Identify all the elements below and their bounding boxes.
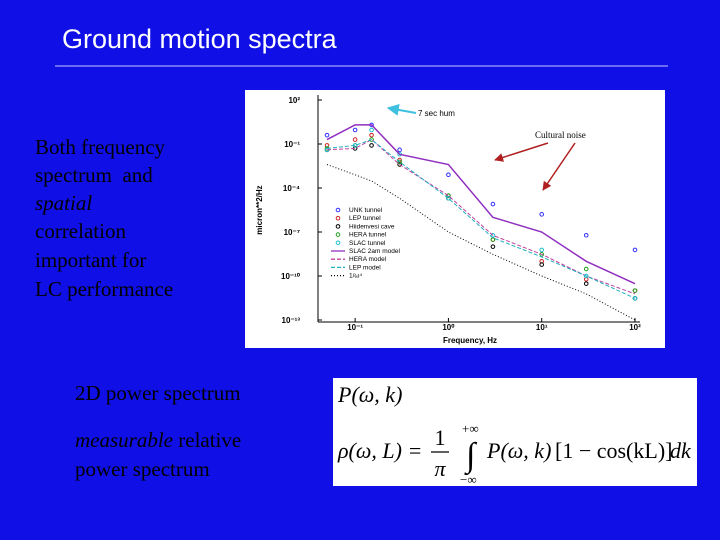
data-point xyxy=(490,201,496,207)
integral: ∫ xyxy=(464,437,478,476)
slide-title: Ground motion spectra xyxy=(62,24,338,54)
data-point xyxy=(446,193,451,198)
legend-marker xyxy=(335,232,341,237)
formula-box xyxy=(333,378,697,486)
data-point xyxy=(369,127,374,133)
integrand: P(ω, k) xyxy=(486,438,551,463)
text-line: power spectrum xyxy=(75,457,210,481)
data-point xyxy=(324,143,330,148)
data-point xyxy=(446,195,451,201)
data-point xyxy=(632,288,638,293)
legend-label: HERA model xyxy=(349,256,387,263)
differential: dk xyxy=(670,438,692,463)
data-point xyxy=(397,147,402,153)
left-text: Both frequency spectrum and spatial corr… xyxy=(35,135,173,301)
annotation-arrow xyxy=(542,142,576,191)
data-point xyxy=(397,162,402,167)
data-point xyxy=(490,244,496,249)
legend-label: SLAC tunnel xyxy=(349,240,386,247)
data-point xyxy=(583,266,589,272)
y-tick-label: 10⁻⁷ xyxy=(284,228,300,237)
italic-word: measurable xyxy=(75,428,173,452)
data-point xyxy=(369,132,374,138)
text-line: measurable relative xyxy=(75,428,241,452)
bottom-text: 2D power spectrum measurable relative po… xyxy=(75,381,241,481)
annotation-arrow xyxy=(386,103,417,116)
plot: Frequency, Hz micron**2/Hz 7 sec hum Cul… xyxy=(255,95,641,345)
data-point xyxy=(352,127,358,133)
text-line: Both frequency xyxy=(35,135,166,159)
legend-marker xyxy=(335,240,341,246)
series-line xyxy=(326,124,636,285)
data-point xyxy=(369,143,374,148)
x-tick-label: 10⁻¹ xyxy=(347,323,363,332)
data-point xyxy=(397,159,402,165)
x-tick-label: 10⁰ xyxy=(442,323,455,332)
data-point xyxy=(583,273,589,279)
x-axis-label: Frequency, Hz xyxy=(443,336,497,345)
upper-limit: +∞ xyxy=(462,421,479,436)
annotation: Cultural noise xyxy=(535,130,586,140)
legend-label: 1/ω⁴ xyxy=(349,273,362,280)
data-point xyxy=(490,232,496,238)
text-line: correlation xyxy=(35,219,126,243)
y-tick-label: 10⁻¹⁰ xyxy=(281,272,301,281)
y-tick-label: 10² xyxy=(288,96,300,105)
legend-marker xyxy=(335,224,341,229)
legend-label: UNK tunnel xyxy=(349,207,383,214)
legend-label: HERA tunnel xyxy=(349,232,387,239)
annotation: 7 sec hum xyxy=(418,109,455,118)
y-axis-label: micron**2/Hz xyxy=(255,185,264,234)
data-point xyxy=(583,232,589,238)
legend-label: Hiidenvesi cave xyxy=(349,223,395,230)
data-point xyxy=(539,247,545,253)
text-line: important for xyxy=(35,248,146,272)
data-point xyxy=(539,252,545,257)
annotation-arrow xyxy=(494,142,549,162)
bracket-term: [1 − cos(kL)] xyxy=(555,438,672,463)
data-point xyxy=(539,262,545,267)
data-point xyxy=(446,172,451,178)
y-tick-label: 10⁻¹ xyxy=(284,140,300,149)
y-tick-label: 10⁻⁴ xyxy=(283,184,300,193)
data-point xyxy=(583,281,589,286)
data-point xyxy=(539,212,545,217)
text-line: 2D power spectrum xyxy=(75,381,241,405)
frac-den: π xyxy=(434,456,446,481)
data-point xyxy=(632,296,638,301)
text-line: LC performance xyxy=(35,277,173,301)
text-line: spectrum and xyxy=(35,163,153,187)
figure-panel xyxy=(245,90,665,348)
text-line: spatial xyxy=(35,191,92,215)
legend-label: SLAC 2am model xyxy=(349,248,400,255)
frac-num: 1 xyxy=(435,425,446,450)
formula-lhs: ρ(ω, L) = xyxy=(337,438,422,463)
lower-limit: −∞ xyxy=(460,472,477,487)
data-point xyxy=(324,132,330,138)
x-tick-label: 10¹ xyxy=(536,323,548,332)
legend-marker xyxy=(335,207,341,213)
legend-label: LEP model xyxy=(349,264,381,271)
formula: P(ω, k) ρ(ω, L) = 1 π +∞ ∫ −∞ P(ω, k) [1… xyxy=(337,382,692,487)
data-point xyxy=(352,137,358,142)
data-point xyxy=(369,137,374,142)
formula-line: P(ω, k) xyxy=(337,382,402,407)
x-tick-label: 10² xyxy=(629,323,641,332)
y-tick-label: 10⁻¹³ xyxy=(282,316,301,325)
legend-label: LEP tunnel xyxy=(349,215,381,222)
data-point xyxy=(632,247,638,253)
text-part: relative xyxy=(173,428,241,452)
legend-marker xyxy=(335,215,341,221)
